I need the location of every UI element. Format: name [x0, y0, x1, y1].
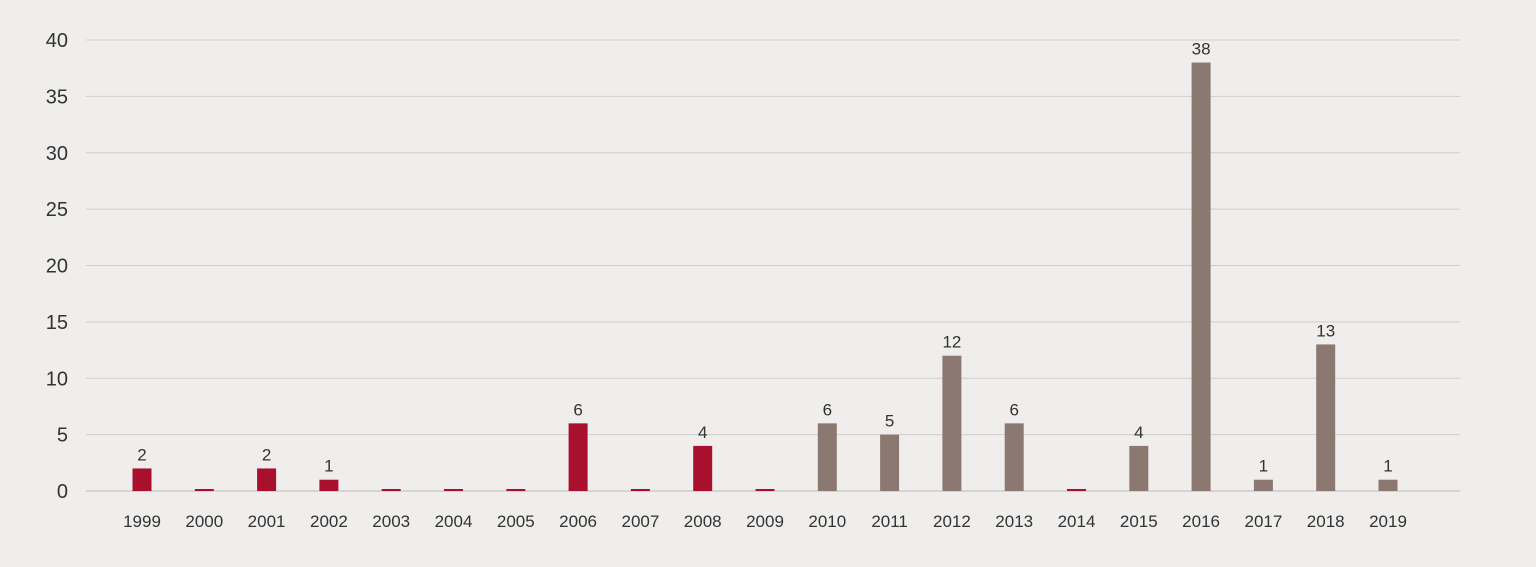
bar [1253, 479, 1273, 491]
bar [630, 489, 650, 491]
bar [132, 468, 152, 491]
y-tick-label: 40 [46, 30, 68, 52]
data-label: 6 [573, 400, 582, 419]
data-label: 1 [1383, 457, 1392, 476]
x-tick-label: 2014 [1058, 512, 1096, 531]
x-tick-label: 2017 [1244, 512, 1282, 531]
gridlines [86, 39, 1460, 492]
data-labels: 2 2 1 6 4 6 5 12 6 4 38 1 13 1 [137, 40, 1392, 476]
y-tick-label: 30 [46, 143, 68, 165]
data-label: 4 [698, 423, 707, 442]
x-tick-label: 2001 [248, 512, 286, 531]
x-tick-label: 2000 [185, 512, 223, 531]
data-label: 2 [262, 445, 271, 464]
y-tick-label: 25 [46, 199, 68, 221]
bar [506, 489, 526, 491]
bar [1129, 445, 1149, 491]
bar [381, 489, 401, 491]
bar [1316, 344, 1336, 491]
bar [880, 434, 900, 491]
y-tick-label: 0 [57, 481, 68, 503]
data-label: 5 [885, 412, 894, 431]
x-tick-label: 2005 [497, 512, 535, 531]
bar [194, 489, 214, 491]
data-label: 12 [942, 333, 961, 352]
x-tick-label: 2016 [1182, 512, 1220, 531]
bar [817, 423, 837, 491]
x-tick-label: 2002 [310, 512, 348, 531]
x-tick-label: 2008 [684, 512, 722, 531]
x-tick-label: 2006 [559, 512, 597, 531]
y-tick-label: 10 [46, 368, 68, 390]
bar [319, 479, 339, 491]
bar [693, 445, 713, 491]
x-tick-label: 2009 [746, 512, 784, 531]
x-tick-label: 2019 [1369, 512, 1407, 531]
bar [1004, 423, 1024, 491]
bar [257, 468, 277, 491]
y-tick-label: 20 [46, 256, 68, 278]
data-label: 1 [324, 457, 333, 476]
x-tick-label: 2015 [1120, 512, 1158, 531]
x-tick-label: 2018 [1307, 512, 1345, 531]
data-label: 6 [1009, 400, 1018, 419]
data-label: 1 [1259, 457, 1268, 476]
y-tick-label: 5 [57, 425, 68, 447]
x-tick-label: 2013 [995, 512, 1033, 531]
data-label: 6 [823, 400, 832, 419]
y-axis-ticks: 0 5 10 15 20 25 30 35 40 [46, 30, 68, 503]
y-tick-label: 15 [46, 312, 68, 334]
data-label: 38 [1192, 40, 1211, 59]
x-tick-label: 2011 [871, 512, 908, 531]
bar [568, 423, 588, 491]
x-axis-ticks: 1999 2000 2001 2002 2003 2004 2005 2006 2007 2008… [123, 512, 1407, 531]
x-tick-label: 2004 [435, 512, 473, 531]
bar [755, 489, 775, 491]
x-tick-label: 2010 [808, 512, 846, 531]
x-tick-label: 2003 [372, 512, 410, 531]
data-label: 2 [137, 445, 146, 464]
bars [132, 62, 1398, 492]
data-label: 13 [1316, 321, 1335, 340]
bar [1191, 62, 1211, 492]
data-label: 4 [1134, 423, 1143, 442]
x-tick-label: 2012 [933, 512, 971, 531]
bar [1378, 479, 1398, 491]
y-tick-label: 35 [46, 86, 68, 108]
bar [942, 355, 962, 491]
bar [444, 489, 463, 491]
x-tick-label: 2007 [621, 512, 659, 531]
bar [1067, 489, 1086, 491]
x-tick-label: 1999 [123, 512, 161, 531]
